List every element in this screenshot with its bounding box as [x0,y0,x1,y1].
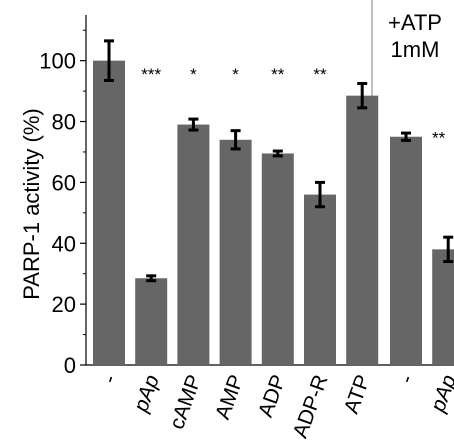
bar-p0-1 [135,278,168,365]
error-bars [104,39,454,283]
bar-p0-2 [177,124,210,365]
bars [93,60,454,366]
significance-label-p1-0: ** [432,129,446,148]
significance-label-p0-1: *** [141,65,161,84]
category-label-p0-1: pAp [129,372,164,416]
category-label-p1-1: pAp [426,372,454,416]
significance-label-p0-5: ** [313,65,327,84]
bar-p1-1 [432,249,454,365]
bar-p0-4 [261,153,294,365]
y-ticks: 0 20 40 60 80 100 [39,29,86,378]
panel-note-line-1: 1mM [391,37,440,62]
y-tick-label-3: 60 [52,170,76,195]
y-tick-label-5: 100 [39,49,76,74]
y-axis-title: PARP-1 activity (%) [19,108,44,300]
category-label-p1-0: - [395,372,419,386]
bar-p0-5 [304,194,336,365]
bar-p0-0 [93,60,125,366]
category-label-p0-4: ADP [254,372,290,420]
significance-label-p0-4: ** [271,65,285,84]
bar-p0-6 [346,95,379,366]
y-tick-label-4: 80 [52,110,76,135]
y-tick-label-2: 40 [52,231,76,256]
significance-labels: *** * * ** **** [141,65,445,148]
bar-p1-0 [390,136,422,365]
significance-label-p0-2: * [190,65,197,84]
category-label-p0-6: ATP [340,372,375,417]
category-label-p0-0: - [98,372,122,386]
y-tick-label-1: 20 [52,292,76,317]
category-label-p0-2: cAMP [165,372,206,433]
y-tick-label-0: 0 [64,353,76,378]
category-label-p0-3: AMP [211,372,248,423]
significance-label-p0-3: * [232,65,239,84]
bar-p0-3 [219,139,252,365]
category-label-p0-5: ADP-R [289,372,333,441]
panel-note-line-0: +ATP [388,10,442,35]
